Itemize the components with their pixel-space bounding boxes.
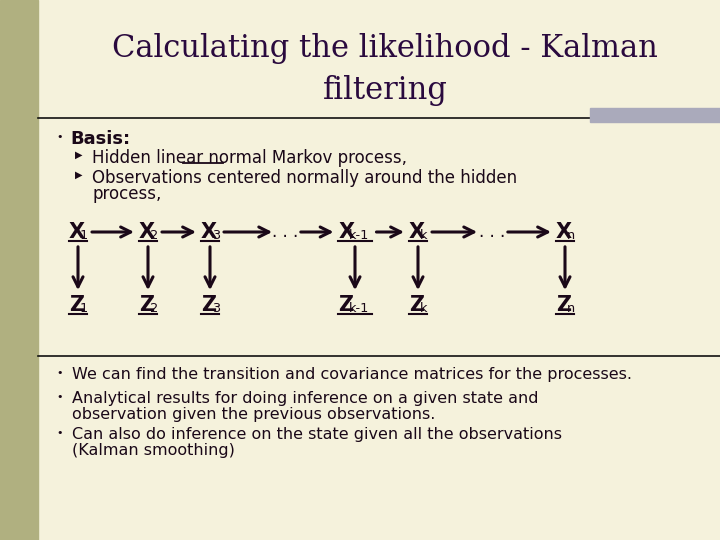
Text: . . .: . . . <box>272 223 298 241</box>
Text: n: n <box>567 302 575 315</box>
Text: n: n <box>567 229 575 242</box>
Text: Z: Z <box>69 295 84 315</box>
Text: We can find the transition and covariance matrices for the processes.: We can find the transition and covarianc… <box>72 367 632 382</box>
Text: observation given the previous observations.: observation given the previous observati… <box>72 407 436 422</box>
Text: •: • <box>56 368 63 378</box>
Text: X: X <box>69 222 85 242</box>
Text: 3: 3 <box>212 302 220 315</box>
Text: k-1: k-1 <box>349 302 369 315</box>
Text: ▶: ▶ <box>75 170 83 180</box>
Text: 2: 2 <box>150 229 158 242</box>
Text: Z: Z <box>409 295 424 315</box>
Text: 3: 3 <box>212 229 220 242</box>
Text: •: • <box>56 428 63 438</box>
Text: Z: Z <box>556 295 571 315</box>
Text: X: X <box>338 222 354 242</box>
Text: X: X <box>201 222 217 242</box>
Text: Observations centered normally around the hidden: Observations centered normally around th… <box>92 169 517 187</box>
Text: •: • <box>56 392 63 402</box>
Text: 2: 2 <box>150 302 158 315</box>
Text: Z: Z <box>201 295 216 315</box>
Text: Z: Z <box>338 295 354 315</box>
Text: 1: 1 <box>80 229 88 242</box>
Text: X: X <box>409 222 425 242</box>
Text: ▶: ▶ <box>75 150 83 160</box>
Text: filtering: filtering <box>323 75 447 105</box>
Text: X: X <box>139 222 155 242</box>
Text: k-1: k-1 <box>349 229 369 242</box>
Text: . . .: . . . <box>479 223 505 241</box>
Text: Basis:: Basis: <box>70 130 130 148</box>
Text: Calculating the likelihood - Kalman: Calculating the likelihood - Kalman <box>112 32 658 64</box>
Text: Can also do inference on the state given all the observations: Can also do inference on the state given… <box>72 427 562 442</box>
Text: k: k <box>420 302 427 315</box>
Text: k: k <box>420 229 427 242</box>
Text: X: X <box>556 222 572 242</box>
Bar <box>0 0 38 540</box>
Text: (Kalman smoothing): (Kalman smoothing) <box>72 443 235 458</box>
Text: 1: 1 <box>80 302 88 315</box>
Text: Z: Z <box>139 295 154 315</box>
Text: Hidden linear normal Markov process,: Hidden linear normal Markov process, <box>92 149 407 167</box>
Text: Analytical results for doing inference on a given state and: Analytical results for doing inference o… <box>72 391 539 406</box>
Text: process,: process, <box>92 185 161 203</box>
Bar <box>590 108 720 122</box>
Text: •: • <box>56 132 63 142</box>
